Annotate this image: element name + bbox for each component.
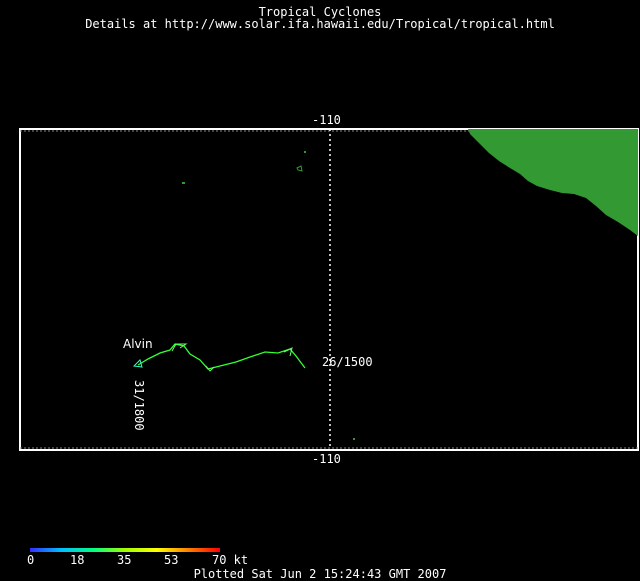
storm-track xyxy=(205,365,215,372)
island xyxy=(296,165,303,172)
plotted-timestamp: Plotted Sat Jun 2 15:24:43 GMT 2007 xyxy=(193,567,447,581)
storm-track xyxy=(137,343,306,370)
storm-start-marker xyxy=(132,359,143,368)
storm-name-label: Alvin xyxy=(123,337,153,351)
island xyxy=(304,151,306,153)
scale-tick: 35 xyxy=(117,553,132,567)
meridian-label-top: -110 xyxy=(312,113,341,127)
storm-track xyxy=(283,347,293,357)
scale-tick: 70 kt xyxy=(212,553,249,567)
scale-tick: 18 xyxy=(70,553,85,567)
track-start-time: 31/1800 xyxy=(132,380,146,431)
island xyxy=(353,438,355,440)
storm-track xyxy=(171,343,188,352)
wind-speed-color-scale xyxy=(30,548,220,552)
scale-tick: 0 xyxy=(27,553,35,567)
island xyxy=(182,182,185,184)
meridian-label-bottom: -110 xyxy=(312,452,341,466)
details-link-text[interactable]: Details at http://www.solar.ifa.hawaii.e… xyxy=(85,17,555,31)
map-title: Tropical Cyclones xyxy=(258,5,382,19)
land-mass xyxy=(468,129,638,236)
map-border xyxy=(19,128,639,451)
track-end-time: 26/1500 xyxy=(322,355,373,369)
scale-tick: 53 xyxy=(164,553,179,567)
